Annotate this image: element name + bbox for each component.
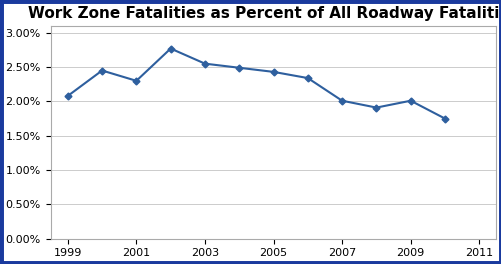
Title: Work Zone Fatalities as Percent of All Roadway Fatalities: Work Zone Fatalities as Percent of All R… <box>28 6 501 21</box>
